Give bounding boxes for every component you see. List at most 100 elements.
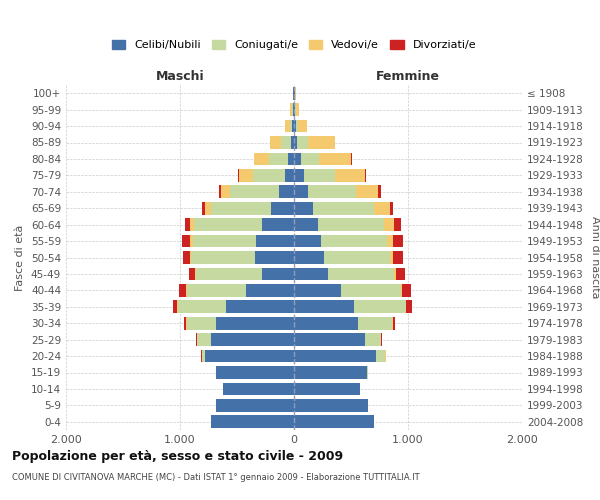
Bar — [211, 202, 271, 214]
Y-axis label: Anni di nascita: Anni di nascita — [590, 216, 600, 298]
Bar — [262, 218, 294, 231]
Bar — [294, 218, 318, 231]
Bar — [178, 300, 226, 313]
Bar — [279, 186, 294, 198]
Bar — [381, 333, 382, 346]
Bar — [301, 152, 319, 166]
Bar — [365, 333, 380, 346]
Bar — [296, 120, 298, 132]
Text: COMUNE DI CIVITANOVA MARCHE (MC) - Dati ISTAT 1° gennaio 2009 - Elaborazione TUT: COMUNE DI CIVITANOVA MARCHE (MC) - Dati … — [12, 472, 419, 482]
Bar — [294, 251, 323, 264]
Bar — [295, 87, 296, 100]
Bar — [313, 202, 374, 214]
Bar — [294, 186, 308, 198]
Bar — [289, 152, 294, 166]
Bar — [388, 234, 393, 248]
Bar — [328, 268, 394, 280]
Bar — [219, 186, 221, 198]
Bar — [246, 284, 294, 297]
Bar — [182, 234, 190, 248]
Bar — [358, 317, 392, 330]
Bar — [294, 152, 301, 166]
Bar — [290, 120, 292, 132]
Bar — [211, 333, 294, 346]
Bar — [374, 202, 390, 214]
Bar — [255, 251, 294, 264]
Bar — [396, 268, 405, 280]
Bar — [190, 218, 194, 231]
Bar — [205, 202, 211, 214]
Bar — [322, 234, 388, 248]
Bar — [294, 300, 355, 313]
Bar — [262, 268, 294, 280]
Bar — [365, 169, 366, 182]
Bar — [356, 186, 379, 198]
Bar — [296, 103, 299, 116]
Bar — [376, 350, 385, 362]
Bar — [285, 169, 294, 182]
Bar — [341, 284, 401, 297]
Bar — [323, 251, 390, 264]
Bar — [211, 416, 294, 428]
Bar — [202, 202, 205, 214]
Bar — [271, 202, 294, 214]
Bar — [294, 366, 367, 379]
Bar — [294, 399, 368, 412]
Bar — [393, 251, 403, 264]
Bar — [173, 300, 177, 313]
Bar — [335, 169, 365, 182]
Bar — [270, 136, 281, 149]
Bar — [294, 103, 295, 116]
Bar — [401, 284, 403, 297]
Y-axis label: Fasce di età: Fasce di età — [16, 224, 25, 290]
Bar — [294, 202, 313, 214]
Bar — [185, 218, 190, 231]
Bar — [184, 251, 190, 264]
Bar — [238, 169, 239, 182]
Bar — [184, 317, 186, 330]
Bar — [202, 350, 205, 362]
Bar — [230, 186, 279, 198]
Legend: Celibi/Nubili, Coniugati/e, Vedovi/e, Divorziati/e: Celibi/Nubili, Coniugati/e, Vedovi/e, Di… — [107, 36, 481, 54]
Bar — [191, 251, 255, 264]
Bar — [384, 218, 394, 231]
Bar — [294, 350, 376, 362]
Bar — [290, 103, 292, 116]
Bar — [187, 317, 217, 330]
Bar — [190, 234, 193, 248]
Bar — [294, 234, 322, 248]
Bar — [293, 103, 294, 116]
Bar — [394, 218, 401, 231]
Bar — [194, 218, 262, 231]
Bar — [294, 382, 360, 396]
Bar — [294, 317, 358, 330]
Bar — [298, 120, 307, 132]
Bar — [189, 268, 196, 280]
Bar — [318, 218, 384, 231]
Bar — [217, 399, 294, 412]
Bar — [390, 251, 393, 264]
Bar — [196, 268, 262, 280]
Bar — [294, 333, 365, 346]
Bar — [286, 120, 290, 132]
Bar — [221, 186, 230, 198]
Bar — [390, 202, 393, 214]
Bar — [294, 136, 298, 149]
Bar — [304, 169, 335, 182]
Bar — [393, 234, 403, 248]
Bar — [253, 169, 285, 182]
Bar — [394, 268, 396, 280]
Bar — [217, 366, 294, 379]
Bar — [226, 300, 294, 313]
Bar — [254, 152, 269, 166]
Bar — [190, 251, 191, 264]
Bar — [294, 120, 296, 132]
Bar — [406, 300, 412, 313]
Bar — [223, 382, 294, 396]
Bar — [308, 186, 356, 198]
Bar — [281, 136, 290, 149]
Bar — [294, 416, 374, 428]
Bar — [355, 300, 406, 313]
Bar — [179, 284, 186, 297]
Bar — [308, 136, 335, 149]
